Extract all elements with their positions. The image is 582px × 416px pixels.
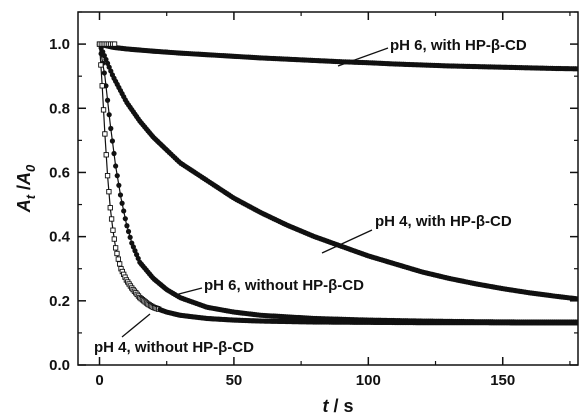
- data-point: [111, 236, 117, 242]
- data-point: [117, 261, 123, 267]
- series-annotation: pH 4, with HP-β-CD: [375, 213, 512, 230]
- data-point: [110, 227, 116, 233]
- x-tick-label: 150: [490, 372, 515, 389]
- data-point: [100, 107, 107, 113]
- data-point: [113, 163, 119, 169]
- x-tick-label: 100: [356, 372, 381, 389]
- plot-frame: [77, 11, 579, 366]
- annotation-arrow: [121, 313, 151, 338]
- data-point: [104, 173, 111, 179]
- data-point: [106, 112, 112, 118]
- data-point: [104, 97, 111, 103]
- data-point: [114, 250, 120, 257]
- data-point: [109, 138, 116, 144]
- data-point: [98, 62, 104, 68]
- data-point: [122, 216, 128, 222]
- data-point: [574, 66, 578, 72]
- data-point: [127, 234, 133, 240]
- data-point: [99, 83, 105, 89]
- y-tick-label: 0.6: [49, 164, 70, 181]
- y-tick-label: 1.0: [49, 36, 70, 53]
- data-point: [125, 228, 132, 235]
- data-point: [115, 256, 121, 262]
- data-point: [124, 223, 130, 229]
- data-point: [116, 182, 122, 188]
- series-4: [96, 41, 578, 326]
- data-point: [575, 320, 578, 326]
- data-point: [114, 173, 120, 179]
- data-point: [98, 51, 104, 57]
- y-axis-title: At /A0: [14, 164, 38, 213]
- y-tick-label: 0.2: [49, 293, 70, 310]
- data-point: [119, 200, 125, 206]
- data-point: [111, 41, 118, 47]
- data-point: [111, 150, 117, 157]
- data-point: [112, 245, 119, 251]
- data-point: [121, 208, 127, 214]
- series-annotation: pH 6, with HP-β-CD: [390, 37, 527, 54]
- data-point: [106, 189, 112, 195]
- annotation-arrow: [321, 229, 373, 254]
- x-tick-label: 0: [95, 372, 103, 389]
- data-point: [117, 192, 124, 198]
- data-point: [108, 125, 114, 132]
- series-2: [96, 41, 578, 302]
- data-point: [107, 205, 113, 211]
- data-point: [101, 70, 107, 76]
- y-tick-label: 0.0: [49, 357, 70, 374]
- series-annotation: pH 4, without HP-β-CD: [94, 339, 254, 356]
- annotation-arrow: [174, 287, 203, 296]
- data-point: [102, 131, 108, 137]
- series-annotation: pH 6, without HP-β-CD: [204, 277, 364, 294]
- series-1: [96, 41, 578, 72]
- data-point: [574, 296, 578, 302]
- plot-area: [96, 41, 578, 326]
- y-tick-label: 0.4: [49, 229, 71, 246]
- y-tick-label: 0.8: [49, 100, 70, 117]
- data-point: [103, 152, 109, 158]
- series-line: [98, 43, 578, 300]
- x-tick-label: 50: [226, 372, 243, 389]
- x-axis-title: t / s: [322, 396, 353, 416]
- annotation-arrow: [337, 47, 389, 67]
- data-point: [108, 216, 115, 222]
